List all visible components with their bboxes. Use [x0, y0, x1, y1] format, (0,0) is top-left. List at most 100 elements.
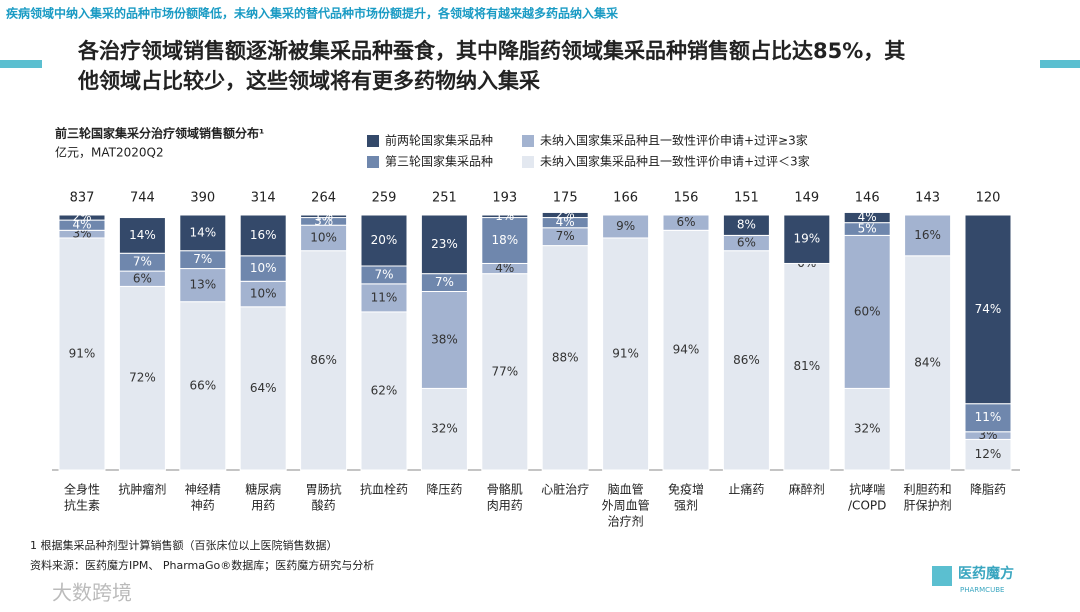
bar-segment	[420, 214, 468, 275]
value-label: 32%	[854, 422, 881, 436]
x-tick-label: 外周血管	[602, 498, 650, 513]
logo-icon	[932, 566, 952, 586]
value-label: 7%	[133, 255, 152, 269]
value-label: 7%	[435, 275, 454, 289]
bar-segment	[300, 250, 348, 471]
value-label: 13%	[189, 278, 216, 292]
chart-subtitle: 亿元，MAT2020Q2	[55, 145, 164, 160]
bar-segment	[360, 214, 408, 267]
total-label: 151	[734, 191, 759, 206]
bar-segment	[904, 214, 952, 257]
value-label: 72%	[129, 371, 156, 385]
x-tick-label: 免疫增	[668, 482, 704, 497]
value-label: 18%	[491, 233, 518, 247]
value-label: 64%	[250, 381, 277, 395]
bar-segment	[239, 306, 287, 471]
value-label: 81%	[793, 359, 820, 373]
total-label: 175	[553, 191, 578, 206]
bar-segment	[541, 245, 589, 471]
total-label: 251	[432, 191, 457, 206]
bar-segment	[783, 262, 831, 471]
x-tick-label: 肝保护剂	[904, 498, 952, 513]
accent-left	[0, 60, 42, 68]
x-tick-label: 全身性	[64, 482, 100, 497]
bar-segment	[964, 403, 1012, 433]
total-label: 149	[794, 191, 819, 206]
total-label: 390	[190, 191, 215, 206]
value-label: 62%	[371, 383, 398, 397]
watermark: 大数跨境	[52, 581, 132, 605]
x-tick-label: 用药	[251, 499, 275, 513]
x-tick-label: 心脏治疗	[541, 482, 589, 497]
title-line: 各治疗领域销售额逐渐被集采品种蚕食，其中降脂药领域集采品种销售额占比达85%，其	[77, 39, 905, 63]
x-tick-label: 抗生素	[64, 498, 100, 513]
value-label: 11%	[371, 290, 398, 304]
total-label: 143	[915, 191, 940, 206]
total-label: 120	[976, 191, 1001, 206]
bar-segment	[179, 214, 227, 252]
bar-segment	[843, 234, 891, 389]
value-label: 10%	[310, 230, 337, 244]
total-label: 146	[855, 191, 880, 206]
value-label: 91%	[69, 346, 96, 360]
value-label: 84%	[914, 355, 941, 369]
total-label: 156	[674, 191, 699, 206]
value-label: 8%	[737, 218, 756, 232]
value-label: 4%	[72, 218, 91, 232]
total-label: 314	[251, 191, 276, 206]
logo-name: 医药魔方	[958, 565, 1014, 582]
footnote: 1 根据集采品种剂型计算销售额（百张床位以上医院销售数据）	[30, 538, 338, 552]
value-label: 4%	[858, 210, 877, 224]
value-label: 5%	[858, 222, 877, 236]
total-label: 166	[613, 191, 638, 206]
bar-segment	[179, 301, 227, 471]
total-label: 264	[311, 191, 336, 206]
x-tick-label: 抗肿瘤剂	[118, 482, 166, 497]
value-label: 86%	[310, 353, 337, 367]
bar-segment	[360, 283, 408, 313]
value-label: 16%	[250, 228, 277, 242]
bar-segment	[239, 255, 287, 282]
legend-label: 第三轮国家集采品种	[385, 154, 493, 169]
value-label: 6%	[737, 236, 756, 250]
x-tick-label: 治疗剂	[608, 514, 644, 529]
source: 资料来源：医药魔方IPM、 PharmaGo®数据库；医药魔方研究与分析	[30, 558, 374, 572]
x-tick-label: 止痛药	[728, 482, 764, 497]
total-label: 193	[492, 191, 517, 206]
bar-segment	[602, 214, 650, 239]
x-tick-label: 神经精	[185, 483, 221, 497]
value-label: 10%	[250, 261, 277, 275]
chart-title: 前三轮国家集采分治疗领域销售额分布¹	[55, 126, 264, 141]
value-label: 94%	[673, 343, 700, 357]
value-label: 7%	[556, 229, 575, 243]
value-label: 16%	[914, 228, 941, 242]
value-label: 1%	[495, 209, 514, 223]
x-tick-label: 糖尿病	[245, 482, 281, 497]
value-label: 66%	[189, 378, 216, 392]
value-label: 4%	[495, 261, 514, 275]
value-label: 12%	[975, 447, 1002, 461]
bar-segment	[239, 280, 287, 308]
bar-segment	[722, 250, 770, 471]
bar-segment	[118, 217, 166, 254]
value-label: 14%	[129, 228, 156, 242]
value-label: 11%	[975, 410, 1002, 424]
bar-segment	[541, 211, 589, 219]
bar-segment	[722, 214, 770, 236]
x-tick-label: 抗血栓药	[360, 482, 408, 497]
value-label: 9%	[616, 219, 635, 233]
value-label: 7%	[193, 252, 212, 266]
x-tick-label: 酸药	[312, 498, 336, 513]
legend-label: 未纳入国家集采品种且一致性评价申请+过评≥3家	[540, 133, 808, 148]
bar-segment	[420, 291, 468, 389]
bar-segment	[662, 214, 710, 231]
total-label: 837	[70, 191, 95, 206]
x-tick-label: 强剂	[674, 498, 698, 513]
x-tick-label: 胃肠抗	[306, 482, 342, 497]
value-label: 7%	[374, 267, 393, 281]
title-line: 他领域占比较少，这些领域将有更多药物纳入集采	[77, 69, 540, 93]
value-label: 60%	[854, 304, 881, 318]
value-label: 86%	[733, 353, 760, 367]
x-tick-label: 麻醉剂	[789, 482, 825, 497]
bar-segment	[58, 214, 106, 221]
